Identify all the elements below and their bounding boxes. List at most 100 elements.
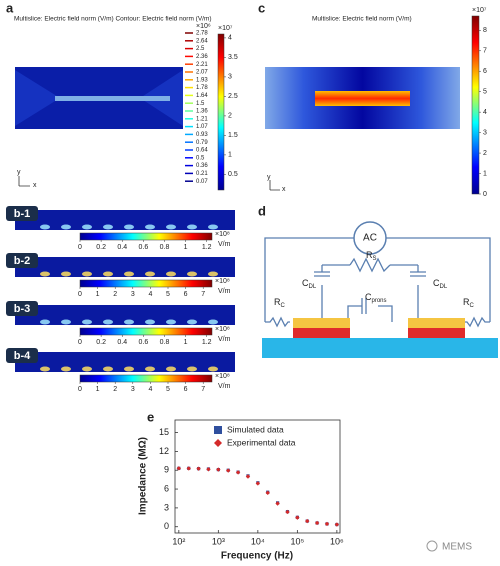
colorbar-tick-label: 0.2: [96, 339, 106, 346]
data-point: [285, 509, 290, 515]
field-hotspot: [145, 319, 155, 325]
field-hotspot: [40, 224, 50, 230]
contour-multiplier: ×10⁶: [196, 23, 211, 30]
colorbar-tick-label: 1: [96, 386, 100, 393]
contour-level: 2.21: [196, 62, 208, 68]
panel-label: a: [6, 0, 14, 15]
watermark: MEMS: [442, 542, 472, 553]
field-hotspot: [208, 366, 218, 372]
contour-level: 0.64: [196, 148, 208, 154]
contour-level: 1.93: [196, 77, 208, 83]
contour-level: 2.36: [196, 54, 208, 60]
x-tick-label: 10⁶: [330, 536, 344, 546]
data-point: [324, 521, 330, 527]
strip-label: b-2: [14, 255, 31, 267]
colorbar-tick-label: 7: [483, 48, 487, 55]
field-hotspot: [61, 319, 71, 325]
electrode-gap: [55, 96, 170, 101]
substrate: [262, 338, 498, 358]
contour-level: 1.64: [196, 93, 208, 99]
contour-level: 0.07: [196, 179, 208, 185]
colorbar-tick-label: 4: [148, 386, 152, 393]
axis-label: x: [282, 186, 286, 193]
colorbar-tick-label: 6: [184, 291, 188, 298]
colorbar-tick-label: 1: [184, 244, 188, 251]
strip-label-box: [6, 253, 38, 268]
colorbar-tick-label: 0: [78, 244, 82, 251]
colorbar-tick-label: 1.2: [202, 339, 212, 346]
field-hotspot: [103, 319, 113, 325]
simulation-strip: [15, 210, 235, 230]
field-hotspot: [82, 271, 92, 277]
colorbar-tick-label: 3.5: [228, 54, 238, 61]
component-label: RC: [274, 297, 286, 308]
axis-triad: [18, 176, 30, 187]
electrode: [408, 328, 465, 338]
y-tick-label: 6: [164, 483, 169, 493]
data-point: [265, 490, 270, 496]
hot-region: [315, 91, 410, 106]
y-tick-label: 3: [164, 502, 169, 512]
watermark-icon: [426, 540, 438, 552]
colorbar: [79, 232, 213, 241]
field-hotspot: [166, 319, 176, 325]
colorbar-tick-label: 7: [201, 291, 205, 298]
data-point: [186, 466, 191, 471]
colorbar-tick-label: 1: [228, 152, 232, 159]
colorbar: [471, 15, 480, 195]
field-hotspot: [61, 366, 71, 372]
component-label: Cprons: [365, 292, 387, 303]
field-hotspot: [103, 271, 113, 277]
field-hotspot: [103, 366, 113, 372]
contour-level: 1.36: [196, 109, 208, 115]
colorbar-tick-label: 5: [166, 291, 170, 298]
data-point: [255, 481, 261, 486]
colorbar-tick-label: 8: [483, 27, 487, 34]
source-label: AC: [363, 233, 377, 244]
colorbar-tick-label: 4: [483, 109, 487, 116]
colorbar-unit: V/m: [218, 336, 231, 343]
field-hotspot: [82, 224, 92, 230]
y-tick-label: 9: [164, 465, 169, 475]
panel-label: d: [258, 203, 266, 218]
contour-level: 0.21: [196, 171, 208, 177]
colorbar-tick-label: 6: [184, 386, 188, 393]
field-hotspot: [187, 319, 197, 325]
field-hotspot: [124, 224, 134, 230]
data-point: [314, 520, 320, 526]
field-hotspot: [187, 366, 197, 372]
contour-level: 1.5: [196, 101, 205, 107]
field-hotspot: [124, 319, 134, 325]
x-tick-label: 10⁵: [290, 536, 304, 546]
contour-level: 2.78: [196, 31, 208, 37]
colorbar-tick-label: 0.4: [117, 244, 127, 251]
colorbar-unit: V/m: [218, 241, 231, 248]
colorbar: [217, 33, 225, 191]
contour-level: 2.5: [196, 46, 205, 52]
contour-level: 0.36: [196, 163, 208, 169]
colorbar: [79, 374, 213, 383]
axis-label: y: [267, 174, 271, 181]
colorbar-tick-label: 4: [148, 291, 152, 298]
colorbar-tick-label: 0: [78, 339, 82, 346]
colorbar-tick-label: 4: [228, 35, 232, 42]
colorbar-tick-label: 0: [78, 386, 82, 393]
strip-label-box: [6, 206, 38, 221]
field-hotspot: [40, 319, 50, 325]
data-point: [206, 467, 211, 472]
colorbar-tick-label: 3: [131, 386, 135, 393]
contour-level: 0.79: [196, 140, 208, 146]
panel-title: Multislice: Electric field norm (V/m) Co…: [14, 16, 212, 23]
field-hotspot: [40, 366, 50, 372]
contour-level: 0.93: [196, 132, 208, 138]
colorbar-tick-label: 0.5: [228, 171, 238, 178]
colorbar-tick-label: 0: [483, 191, 487, 198]
component-label: RC: [463, 297, 475, 308]
data-point: [216, 467, 221, 472]
legend-marker: [214, 426, 222, 434]
colorbar-tick-label: 5: [166, 386, 170, 393]
data-point: [226, 468, 231, 473]
field-hotspot: [166, 224, 176, 230]
strip-label-box: [6, 301, 38, 316]
